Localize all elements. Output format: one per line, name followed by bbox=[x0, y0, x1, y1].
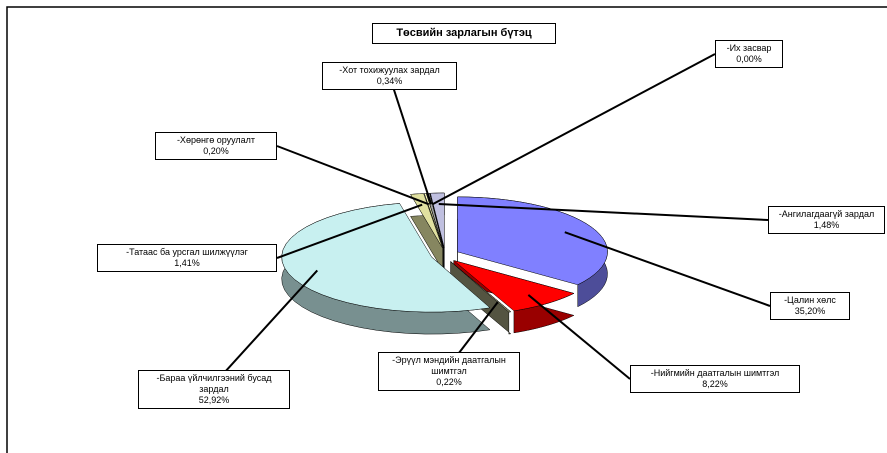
data-label: -Цалин хөлс 35,20% bbox=[770, 292, 850, 320]
leader-line bbox=[438, 203, 769, 221]
label-name: -Их засвар bbox=[726, 43, 772, 53]
data-label: -Их засвар 0,00% bbox=[715, 40, 783, 68]
data-label: -Ангилагдаагүй зардал 1,48% bbox=[768, 206, 885, 234]
slice bbox=[429, 193, 444, 249]
leader-line bbox=[432, 53, 716, 206]
data-label: -Эрүүл мэндийн даатгалын шимтгэл 0,22% bbox=[378, 352, 520, 391]
slice bbox=[423, 193, 444, 249]
slice bbox=[453, 260, 575, 312]
chart-title: Төсвийн зарлагын бүтэц bbox=[372, 23, 556, 44]
label-value: 1,48% bbox=[813, 220, 840, 230]
label-name: -Эрүүл мэндийн даатгалын шимтгэл bbox=[392, 355, 506, 376]
label-name: -Хөрөнгө оруулалт bbox=[176, 135, 256, 145]
leader-line bbox=[527, 294, 631, 380]
slice bbox=[430, 192, 445, 249]
label-value: 0,20% bbox=[203, 146, 229, 156]
label-name: -Бараа үйлчилгээний бусад зардал bbox=[156, 373, 272, 394]
label-name: -Ангилагдаагүй зардал bbox=[778, 209, 875, 219]
slice bbox=[410, 193, 443, 249]
label-value: 1,41% bbox=[174, 258, 200, 268]
chart-border bbox=[6, 6, 887, 453]
leader-line bbox=[388, 75, 433, 205]
label-value: 0,00% bbox=[736, 54, 762, 64]
label-value: 35,20% bbox=[794, 306, 826, 316]
leader-line bbox=[564, 231, 771, 307]
label-value: 0,34% bbox=[376, 76, 403, 86]
leader-line bbox=[276, 145, 430, 206]
data-label: -Нийгмийн даатгалын шимтгэл 8,22% bbox=[630, 365, 800, 393]
label-name: -Цалин хөлс bbox=[784, 295, 836, 305]
slice bbox=[457, 196, 608, 286]
label-value: 52,92% bbox=[198, 395, 230, 405]
leader-line bbox=[213, 269, 319, 385]
data-label: -Татаас ба урсгал шилжүүлэг 1,41% bbox=[97, 244, 277, 272]
slice bbox=[281, 203, 491, 313]
data-label: -Хот тохижуулах зардал 0,34% bbox=[322, 62, 457, 90]
data-label: -Бараа үйлчилгээний бусад зардал 52,92% bbox=[138, 370, 290, 409]
label-value: 0,22% bbox=[436, 377, 462, 387]
label-value: 8,22% bbox=[702, 379, 728, 389]
leader-line bbox=[276, 203, 423, 259]
data-label: -Хөрөнгө оруулалт 0,20% bbox=[155, 132, 277, 160]
label-name: -Татаас ба урсгал шилжүүлэг bbox=[126, 247, 248, 257]
label-name: -Нийгмийн даатгалын шимтгэл bbox=[650, 368, 780, 378]
label-name: -Хот тохижуулах зардал bbox=[339, 65, 440, 75]
slice bbox=[450, 261, 512, 313]
